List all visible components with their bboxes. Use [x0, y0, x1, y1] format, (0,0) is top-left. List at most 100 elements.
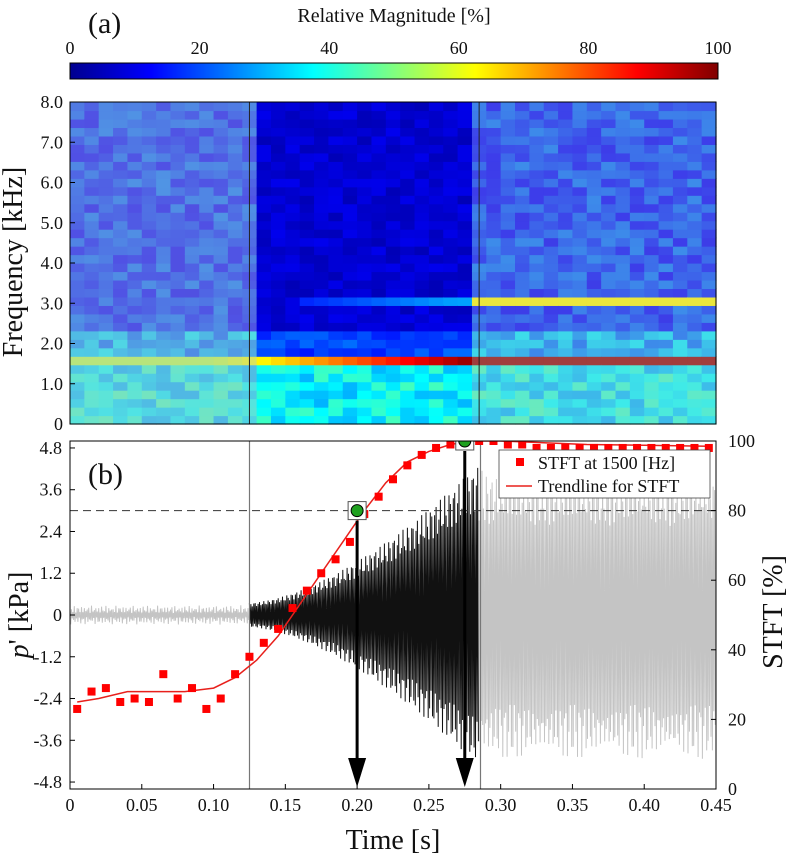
heatmap-cell [141, 118, 157, 129]
time-tick-label: 0.15 [270, 795, 302, 815]
heatmap-cell [457, 347, 473, 357]
heatmap-cell [515, 279, 530, 290]
stft-trendline [77, 441, 709, 703]
heatmap-cell [170, 330, 186, 340]
heatmap-cell [414, 161, 430, 171]
heatmap-cell [385, 347, 401, 357]
heatmap-cell [98, 254, 114, 264]
heatmap-cell [285, 322, 301, 332]
heatmap-cell [113, 381, 129, 391]
heatmap-cell [127, 322, 143, 332]
heatmap-cell [414, 254, 430, 264]
heatmap-cell [227, 305, 243, 315]
heatmap-cell [500, 161, 516, 171]
heatmap-cell [515, 110, 530, 120]
heatmap-cell [601, 254, 617, 264]
heatmap-cell [414, 390, 430, 400]
heatmap-cell [529, 127, 545, 137]
heatmap-cell [615, 390, 631, 400]
stft-marker [288, 604, 297, 613]
heatmap-cell [601, 118, 617, 129]
heatmap-cell [328, 102, 344, 112]
heatmap-cell [515, 212, 530, 222]
heatmap-cell [586, 246, 602, 256]
heatmap-cell [486, 178, 502, 188]
highlight-marker [458, 441, 472, 448]
heatmap-cell [184, 313, 200, 323]
heatmap-cell [515, 390, 530, 400]
heatmap-cell [644, 127, 660, 137]
heatmap-cell [227, 178, 243, 188]
heatmap-cell [227, 246, 243, 256]
heatmap-cell [601, 398, 617, 408]
heatmap-cell [98, 237, 114, 247]
heatmap-cell [687, 178, 703, 188]
heatmap-cell [385, 390, 401, 400]
heatmap-cell [572, 415, 588, 425]
heatmap-cell [141, 203, 157, 213]
heatmap-cell [357, 127, 373, 137]
heatmap-cell [687, 339, 703, 349]
legend-markers-label: STFT at 1500 [Hz] [538, 453, 675, 473]
heatmap-cell [428, 152, 444, 162]
heatmap-cell [70, 305, 85, 315]
heatmap-cell [328, 161, 344, 171]
heatmap-cell [98, 161, 114, 171]
heatmap-cell [601, 356, 617, 366]
heatmap-cell [428, 339, 444, 349]
pressure-tick-label: -3.6 [34, 730, 63, 750]
heatmap-cell [299, 373, 315, 383]
heatmap-cell [529, 263, 545, 273]
heatmap-cell [443, 263, 459, 273]
heatmap-cell [141, 305, 157, 315]
heatmap-cell [127, 229, 143, 239]
heatmap-cell [457, 313, 473, 323]
heatmap-cell [457, 339, 473, 349]
heatmap-cell [213, 296, 229, 306]
heatmap-cell [572, 263, 588, 273]
heatmap-cell [184, 339, 200, 349]
heatmap-cell [601, 135, 617, 145]
heatmap-cell [285, 390, 301, 400]
heatmap-cell [113, 220, 129, 230]
heatmap-cell [558, 296, 574, 306]
heatmap-cell [98, 415, 114, 425]
heatmap-cell [558, 212, 574, 222]
heatmap-cell [701, 229, 717, 239]
heatmap-cell [70, 330, 85, 340]
heatmap-cell [385, 161, 401, 171]
heatmap-cell [199, 212, 215, 222]
heatmap-cell [113, 144, 129, 154]
heatmap-cell [141, 186, 157, 196]
heatmap-cell [385, 152, 401, 162]
heatmap-cell [428, 102, 444, 112]
heatmap-cell [500, 118, 516, 129]
heatmap-cell [141, 169, 157, 179]
heatmap-cell [98, 279, 114, 290]
pressure-tick-label: 0 [53, 605, 62, 625]
heatmap-cell [342, 271, 358, 281]
pressure-pre-ramp [70, 605, 250, 625]
heatmap-cell [270, 271, 286, 281]
heatmap-cell [572, 229, 588, 239]
heatmap-cell [486, 186, 502, 196]
heatmap-cell [529, 356, 545, 366]
heatmap-cell [357, 152, 373, 162]
heatmap-cell [601, 364, 617, 374]
heatmap-cell [98, 288, 114, 298]
highlight-points [347, 441, 475, 521]
heatmap-cell [141, 110, 157, 120]
heatmap-cell [486, 271, 502, 281]
heatmap-cell [328, 246, 344, 256]
heatmap-cell [270, 330, 286, 340]
heatmap-cell [342, 203, 358, 213]
heatmap-cell [270, 254, 286, 264]
heatmap-cell [357, 178, 373, 188]
heatmap-cell [615, 195, 631, 205]
heatmap-cell [486, 296, 502, 306]
panel-b-left-ylabel: p' [kPa] [4, 572, 35, 661]
heatmap-cell [601, 102, 617, 112]
heatmap-cell [428, 313, 444, 323]
heatmap-cell [285, 313, 301, 323]
heatmap-cell [270, 390, 286, 400]
